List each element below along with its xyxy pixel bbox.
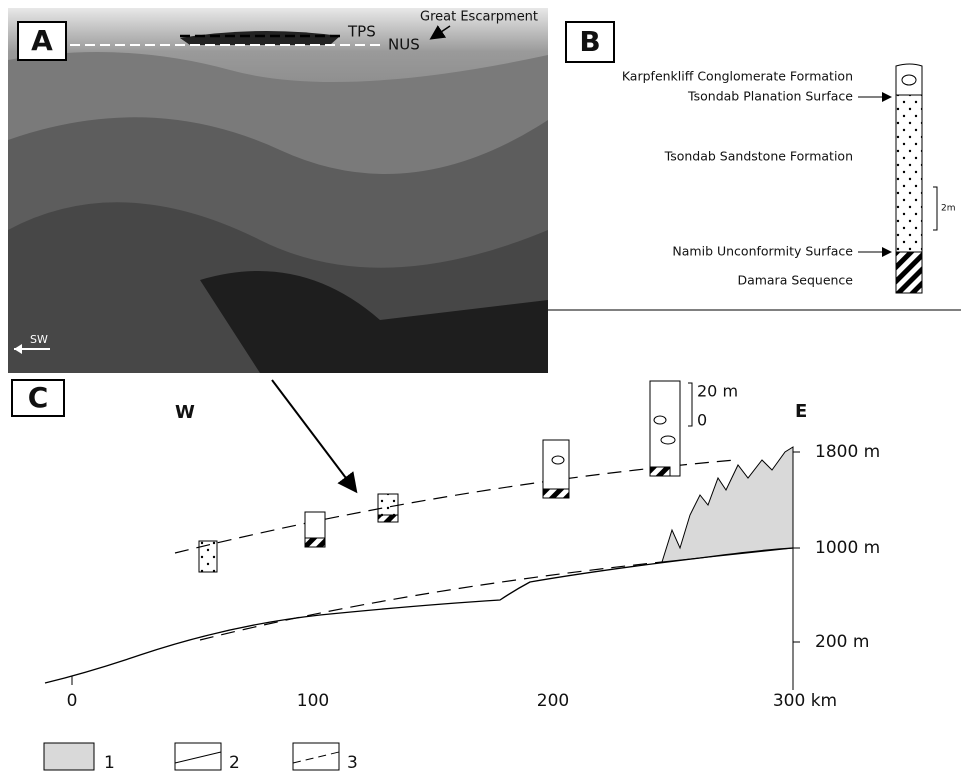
panel-label: A [31, 24, 53, 57]
legend-swatch [293, 743, 339, 770]
scale-bar [933, 187, 937, 230]
scale-label: 0 [697, 411, 707, 430]
unit-label: Karpfenkliff Conglomerate Formation [622, 69, 853, 84]
scale-label: 20 m [697, 382, 738, 401]
legend-label: 1 [104, 753, 115, 773]
panel-label: C [28, 381, 49, 414]
damara [896, 252, 922, 293]
unit-label: Namib Unconformity Surface [672, 244, 853, 259]
x-label: 300 km [773, 691, 837, 711]
arrow [272, 380, 355, 490]
column-base [543, 489, 569, 498]
legend-swatch [44, 743, 94, 770]
unit-label: Damara Sequence [737, 273, 853, 288]
escarpment [662, 447, 793, 562]
profile [45, 548, 793, 683]
legend-swatch [175, 743, 221, 770]
reconstructed-surface [200, 562, 662, 640]
x-label: 0 [67, 691, 78, 711]
column-base [650, 467, 670, 476]
unit-label: Tsondab Sandstone Formation [664, 149, 853, 164]
scale-label: 2m [941, 204, 956, 214]
legend-label: 3 [347, 753, 358, 773]
scale-bar [688, 383, 692, 426]
sandstone [896, 95, 922, 252]
x-label: 100 [297, 691, 329, 711]
column [650, 381, 680, 476]
column-base [305, 538, 325, 547]
conglomerate [896, 64, 922, 95]
east-label: E [795, 401, 807, 422]
y-label: 1800 m [815, 442, 880, 462]
y-label: 200 m [815, 632, 869, 652]
west-label: W [175, 402, 195, 423]
column [199, 541, 217, 572]
legend-label: 2 [229, 753, 240, 773]
tps-label: TPS [347, 23, 376, 41]
panel-c: C W E 1800 m 1000 m 200 m 0 100 200 300 … [12, 380, 880, 773]
nus-label: NUS [388, 36, 420, 54]
unit-label: Tsondab Planation Surface [687, 89, 853, 104]
panel-a: A TPS NUS Great Escarpment SW [8, 8, 548, 373]
x-label: 200 [537, 691, 569, 711]
direction-label: SW [30, 333, 48, 346]
figure: A TPS NUS Great Escarpment SW B Karpfenk… [0, 0, 961, 778]
escarpment-label: Great Escarpment [420, 10, 538, 25]
panel-b: B Karpfenkliff Conglomerate Formation Ts… [548, 22, 961, 310]
panel-label: B [579, 25, 600, 58]
y-label: 1000 m [815, 538, 880, 558]
column-base [378, 515, 398, 522]
